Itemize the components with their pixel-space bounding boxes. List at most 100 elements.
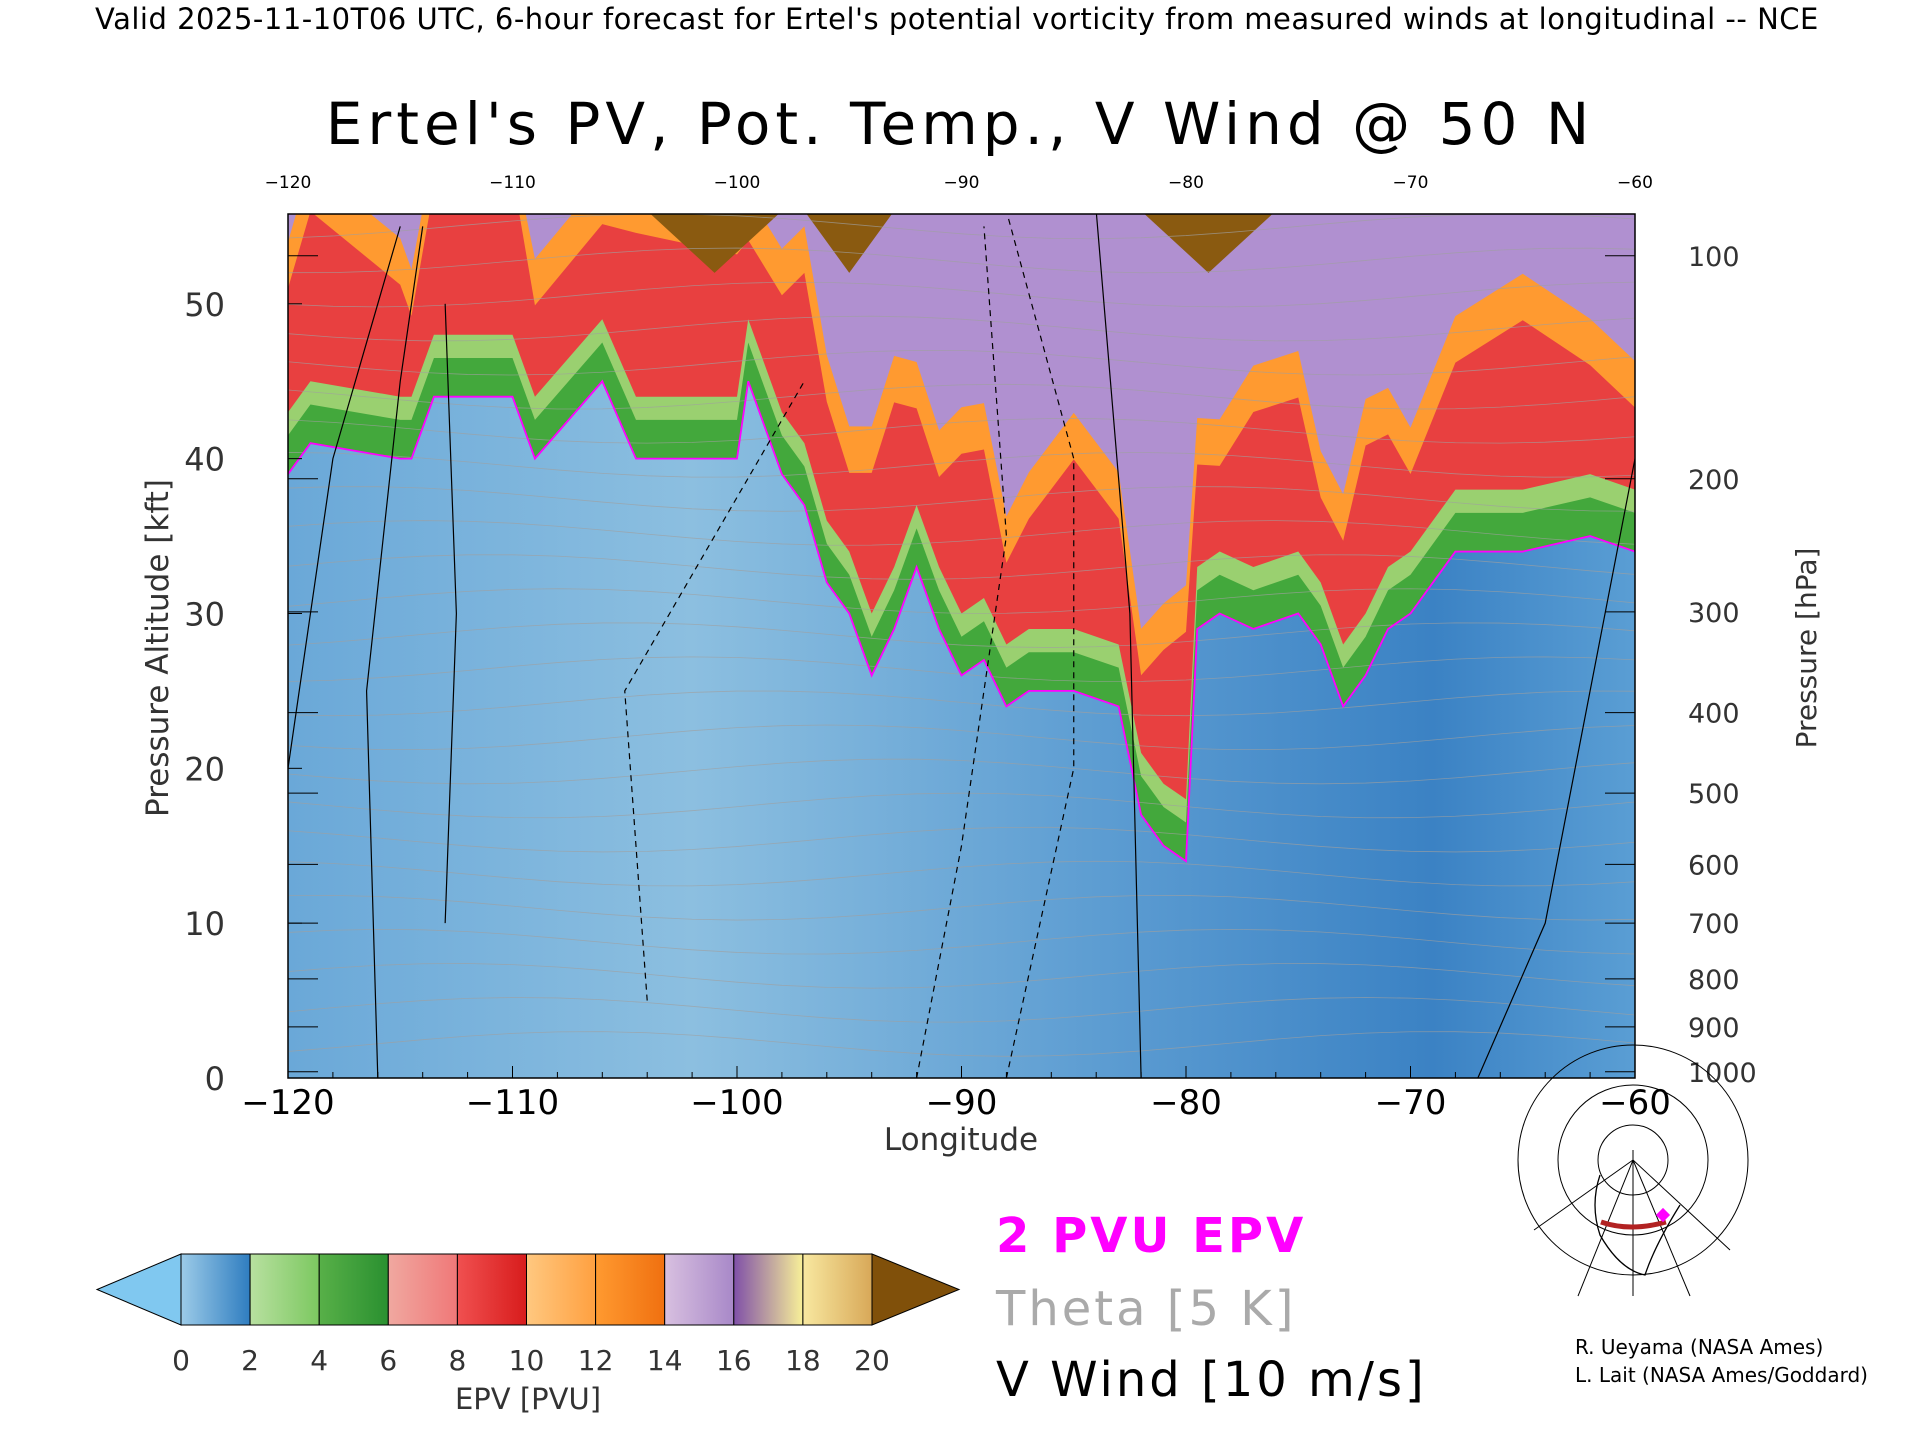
- theta-contour: [288, 963, 1635, 989]
- theta-contour: [288, 281, 1635, 308]
- vwind-contour: [288, 226, 401, 769]
- theta-contour: [288, 315, 1635, 342]
- y2-tick-label: 500: [1688, 779, 1740, 810]
- epv-over-patch: [650, 214, 779, 273]
- y2-tick-label: 900: [1688, 1013, 1740, 1044]
- colorbar-bin: [456, 1253, 527, 1326]
- theta-contour: [288, 554, 1635, 580]
- colorbar-tick-label: 0: [172, 1344, 190, 1377]
- theta-contour: [288, 928, 1635, 955]
- location-map-inset: [1517, 1044, 1749, 1297]
- colorbar-tick-label: 18: [785, 1344, 821, 1377]
- legend-theta: Theta [5 K]: [996, 1281, 1297, 1337]
- theta-contour: [288, 690, 1635, 717]
- colorbar-label: EPV [PVU]: [455, 1382, 601, 1416]
- theta-contour: [288, 214, 1635, 240]
- tropopause-2pvu-line: [288, 379, 1635, 863]
- theta-contour: [288, 588, 1635, 614]
- y-axis-label: Pressure Altitude [kft]: [140, 479, 176, 817]
- vwind-contour: [624, 380, 805, 1001]
- vwind-contour: [1095, 214, 1142, 1078]
- theta-contour: [288, 792, 1635, 819]
- theta-contour: [288, 520, 1635, 546]
- plot-area: [288, 214, 1635, 1078]
- x-tick-label: −110: [466, 1083, 559, 1123]
- colorbar-bin: [733, 1253, 804, 1326]
- theta-contour: [288, 383, 1635, 410]
- x-top-tick-label: −100: [714, 173, 761, 193]
- y-tick-label: 40: [184, 441, 225, 479]
- y2-tick-label: 1000: [1688, 1058, 1757, 1089]
- colorbar-tick-label: 14: [647, 1344, 683, 1377]
- theta-contour: [288, 758, 1635, 785]
- theta-contour: [288, 1031, 1635, 1057]
- x-top-tick-label: −110: [489, 173, 536, 193]
- theta-contour: [288, 452, 1635, 478]
- header-text: Valid 2025-11-10T06 UTC, 6-hour forecast…: [95, 2, 1819, 36]
- epv-over-patch: [1144, 214, 1273, 273]
- colorbar-bin: [595, 1253, 666, 1326]
- colorbar-tick-label: 12: [578, 1344, 614, 1377]
- colorbar-bin: [249, 1253, 320, 1326]
- colorbar-bin: [526, 1253, 597, 1326]
- y-tick-label: 10: [184, 905, 225, 943]
- colorbar-tick-label: 20: [854, 1344, 890, 1377]
- colorbar-bin: [387, 1253, 458, 1326]
- x-tick-label: −70: [1375, 1083, 1447, 1123]
- y-tick-label: 30: [184, 595, 225, 633]
- epv-band-4: [288, 214, 1635, 629]
- theta-contour: [288, 622, 1635, 648]
- x-tick-label: −100: [690, 1083, 783, 1123]
- y2-tick-label: 400: [1688, 699, 1740, 730]
- legend-epv: 2 PVU EPV: [996, 1208, 1307, 1264]
- credit-1: R. Ueyama (NASA Ames): [1575, 1335, 1824, 1359]
- epv-over-patch: [806, 214, 892, 273]
- colorbar-bin: [180, 1253, 251, 1326]
- colorbar-tick-label: 2: [241, 1344, 259, 1377]
- y2-tick-label: 700: [1688, 909, 1740, 940]
- vwind-contour: [1477, 458, 1635, 1078]
- y-tick-label: 0: [205, 1060, 225, 1098]
- x-tick-label: −120: [241, 1083, 334, 1123]
- y-tick-label: 20: [184, 750, 225, 788]
- colorbar-bin: [318, 1253, 389, 1326]
- theta-contour: [288, 997, 1635, 1023]
- x-axis-label: Longitude: [884, 1122, 1038, 1158]
- x-top-tick-label: −80: [1168, 173, 1204, 193]
- y2-tick-label: 200: [1688, 465, 1740, 496]
- vwind-contour: [1005, 214, 1075, 1078]
- colorbar-over-triangle: [871, 1253, 961, 1326]
- theta-contour: [288, 486, 1635, 512]
- theta-contour: [288, 349, 1635, 376]
- colorbar-tick-label: 16: [716, 1344, 752, 1377]
- colorbar-under-triangle: [95, 1253, 182, 1326]
- y2-tick-label: 300: [1688, 598, 1740, 629]
- y2-axis-label: Pressure [hPa]: [1790, 548, 1823, 749]
- theta-contour: [288, 860, 1635, 887]
- y2-tick-label: 600: [1688, 850, 1740, 881]
- vwind-contour: [365, 226, 424, 1078]
- theta-contour: [288, 826, 1635, 853]
- theta-contour: [288, 247, 1635, 274]
- y-tick-label: 50: [184, 286, 225, 324]
- legend-vwind: V Wind [10 m/s]: [996, 1352, 1427, 1408]
- vwind-contour: [916, 226, 1008, 1078]
- x-top-tick-label: −60: [1617, 173, 1653, 193]
- endpoint-marker: [1655, 1207, 1671, 1223]
- colorbar-tick-label: 8: [448, 1344, 466, 1377]
- x-tick-label: −90: [926, 1083, 998, 1123]
- y2-tick-label: 800: [1688, 965, 1740, 996]
- colorbar-bin: [664, 1253, 735, 1326]
- theta-contour: [288, 418, 1635, 444]
- vwind-contour: [444, 303, 457, 924]
- theta-contour: [288, 724, 1635, 751]
- colorbar-tick-label: 10: [509, 1344, 545, 1377]
- x-tick-label: −80: [1150, 1083, 1222, 1123]
- colorbar-tick-label: 4: [310, 1344, 328, 1377]
- colorbar-bin: [802, 1253, 873, 1326]
- y2-tick-label: 100: [1688, 242, 1740, 273]
- theta-contour: [288, 894, 1635, 921]
- x-top-tick-label: −70: [1393, 173, 1429, 193]
- chart-title: Ertel's PV, Pot. Temp., V Wind @ 50 N: [325, 90, 1595, 158]
